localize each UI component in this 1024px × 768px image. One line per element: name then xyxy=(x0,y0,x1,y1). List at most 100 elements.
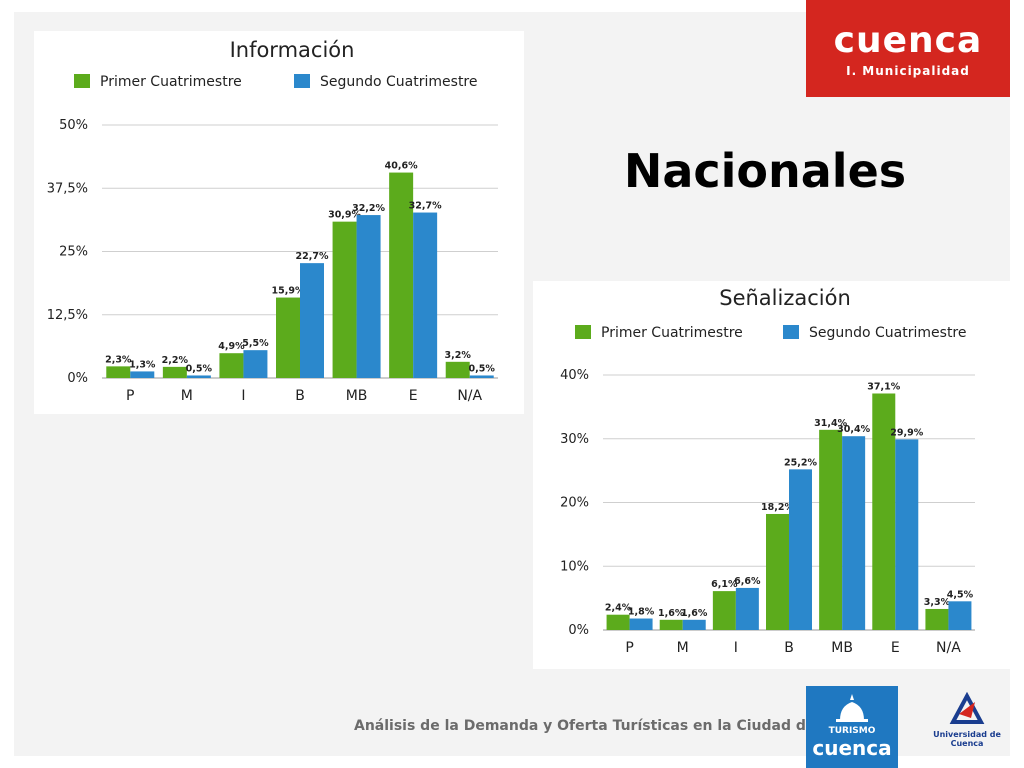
data-label: 0,5% xyxy=(186,363,213,374)
bar-series2 xyxy=(735,587,759,630)
chart-informacion: Información Primer Cuatrimestre Segundo Cu… xyxy=(34,31,524,414)
data-label: 15,9% xyxy=(272,286,305,297)
data-label: 2,4% xyxy=(605,603,632,614)
bar-series1 xyxy=(219,353,244,378)
data-label: 3,3% xyxy=(924,597,951,608)
y-tick-label: 12,5% xyxy=(47,308,88,323)
x-tick-label: MB xyxy=(831,640,853,656)
logo-sub-text: I. Municipalidad xyxy=(846,64,970,78)
legend-swatch-1 xyxy=(575,325,591,339)
bar-series1 xyxy=(925,608,949,630)
data-label: 18,2% xyxy=(761,502,794,513)
data-label: 32,2% xyxy=(352,203,385,214)
bar-series2 xyxy=(629,618,653,630)
data-label: 5,5% xyxy=(242,338,269,349)
chart-informacion-svg: Información Primer Cuatrimestre Segundo Cu… xyxy=(47,38,498,404)
x-tick-label: MB xyxy=(346,388,368,404)
bar-series1 xyxy=(162,366,187,378)
universidad-cuenca-logo: Universidad de Cuenca xyxy=(922,690,1012,750)
church-dome-icon xyxy=(806,692,898,729)
data-label: 32,7% xyxy=(409,201,442,212)
x-tick-label: M xyxy=(677,640,689,656)
y-tick-label: 50% xyxy=(59,118,88,133)
data-label: 2,3% xyxy=(105,354,132,365)
data-label: 37,1% xyxy=(867,381,900,392)
bar-series1 xyxy=(276,297,300,378)
legend-label-2: Segundo Cuatrimestre xyxy=(320,74,478,90)
bar-series2 xyxy=(243,350,268,378)
legend-swatch-1 xyxy=(74,74,90,88)
chart-title: Información xyxy=(230,38,355,62)
bar-series1 xyxy=(606,614,630,630)
legend-swatch-2 xyxy=(294,74,310,88)
data-label: 6,1% xyxy=(711,579,738,590)
legend-label-1: Primer Cuatrimestre xyxy=(601,325,743,341)
data-label: 40,6% xyxy=(385,161,418,172)
data-label: 4,9% xyxy=(218,341,245,352)
data-label: 31,4% xyxy=(814,418,847,429)
turismo-cuenca-logo: TURISMO cuenca xyxy=(806,686,898,768)
bar-series2 xyxy=(186,375,211,378)
bar-series2 xyxy=(948,601,972,630)
data-label: 0,5% xyxy=(469,363,496,374)
bar-series2 xyxy=(413,212,438,378)
data-label: 6,6% xyxy=(734,576,761,587)
y-tick-label: 10% xyxy=(560,559,589,574)
bar-series1 xyxy=(872,393,896,630)
footer-caption: Análisis de la Demanda y Oferta Turístic… xyxy=(354,718,878,734)
bar-series2 xyxy=(130,371,155,378)
y-tick-label: 40% xyxy=(560,368,589,383)
logo-main-text: cuenca xyxy=(833,20,983,61)
data-label: 3,2% xyxy=(445,350,472,361)
bar-series1 xyxy=(332,221,357,378)
data-label: 30,9% xyxy=(328,210,361,221)
x-tick-label: E xyxy=(409,388,418,404)
y-tick-label: 30% xyxy=(560,432,589,447)
x-tick-label: B xyxy=(295,388,305,404)
data-label: 22,7% xyxy=(296,251,329,262)
bar-series2 xyxy=(895,439,919,630)
bar-series1 xyxy=(766,513,789,630)
x-tick-label: I xyxy=(734,640,738,656)
data-label: 1,3% xyxy=(129,359,156,370)
university-emblem-icon xyxy=(949,692,985,724)
data-label: 25,2% xyxy=(784,457,817,468)
bar-series1 xyxy=(445,361,470,378)
university-logo-label: Universidad de Cuenca xyxy=(933,730,1001,748)
data-label: 4,5% xyxy=(947,589,974,600)
x-tick-label: B xyxy=(784,640,794,656)
y-tick-label: 25% xyxy=(59,245,88,260)
x-tick-label: I xyxy=(241,388,245,404)
bar-series2 xyxy=(300,263,324,378)
page-title: Nacionales xyxy=(623,144,907,198)
data-label: 29,9% xyxy=(890,427,923,438)
x-tick-label: M xyxy=(181,388,193,404)
y-tick-label: 0% xyxy=(67,371,88,386)
legend-label-2: Segundo Cuatrimestre xyxy=(809,325,967,341)
legend-swatch-2 xyxy=(783,325,799,339)
bar-series1 xyxy=(712,591,736,630)
bar-series1 xyxy=(106,366,131,378)
chart-title: Señalización xyxy=(719,286,851,310)
data-label: 1,6% xyxy=(681,608,708,619)
turismo-logo-line2: cuenca xyxy=(812,736,892,760)
bar-series2 xyxy=(356,215,381,378)
bar-series1 xyxy=(389,172,414,378)
bar-series1 xyxy=(819,429,843,630)
chart-senalizacion-svg: Señalización Primer Cuatrimestre Segundo C… xyxy=(560,286,975,656)
y-tick-label: 0% xyxy=(568,623,589,638)
data-label: 2,2% xyxy=(162,355,189,366)
x-tick-label: P xyxy=(625,640,633,656)
bar-series2 xyxy=(842,436,866,630)
x-tick-label: N/A xyxy=(936,640,961,656)
x-tick-label: P xyxy=(126,388,134,404)
cuenca-municipality-logo: cuenca I. Municipalidad xyxy=(806,0,1010,97)
y-tick-label: 20% xyxy=(560,496,589,511)
data-label: 30,4% xyxy=(837,424,870,435)
y-tick-label: 37,5% xyxy=(47,181,88,196)
x-tick-label: N/A xyxy=(457,388,482,404)
chart-senalizacion: Señalización Primer Cuatrimestre Segundo C… xyxy=(533,281,1011,669)
bar-series2 xyxy=(469,375,494,378)
bar-series2 xyxy=(789,469,812,630)
bar-series2 xyxy=(682,619,706,630)
